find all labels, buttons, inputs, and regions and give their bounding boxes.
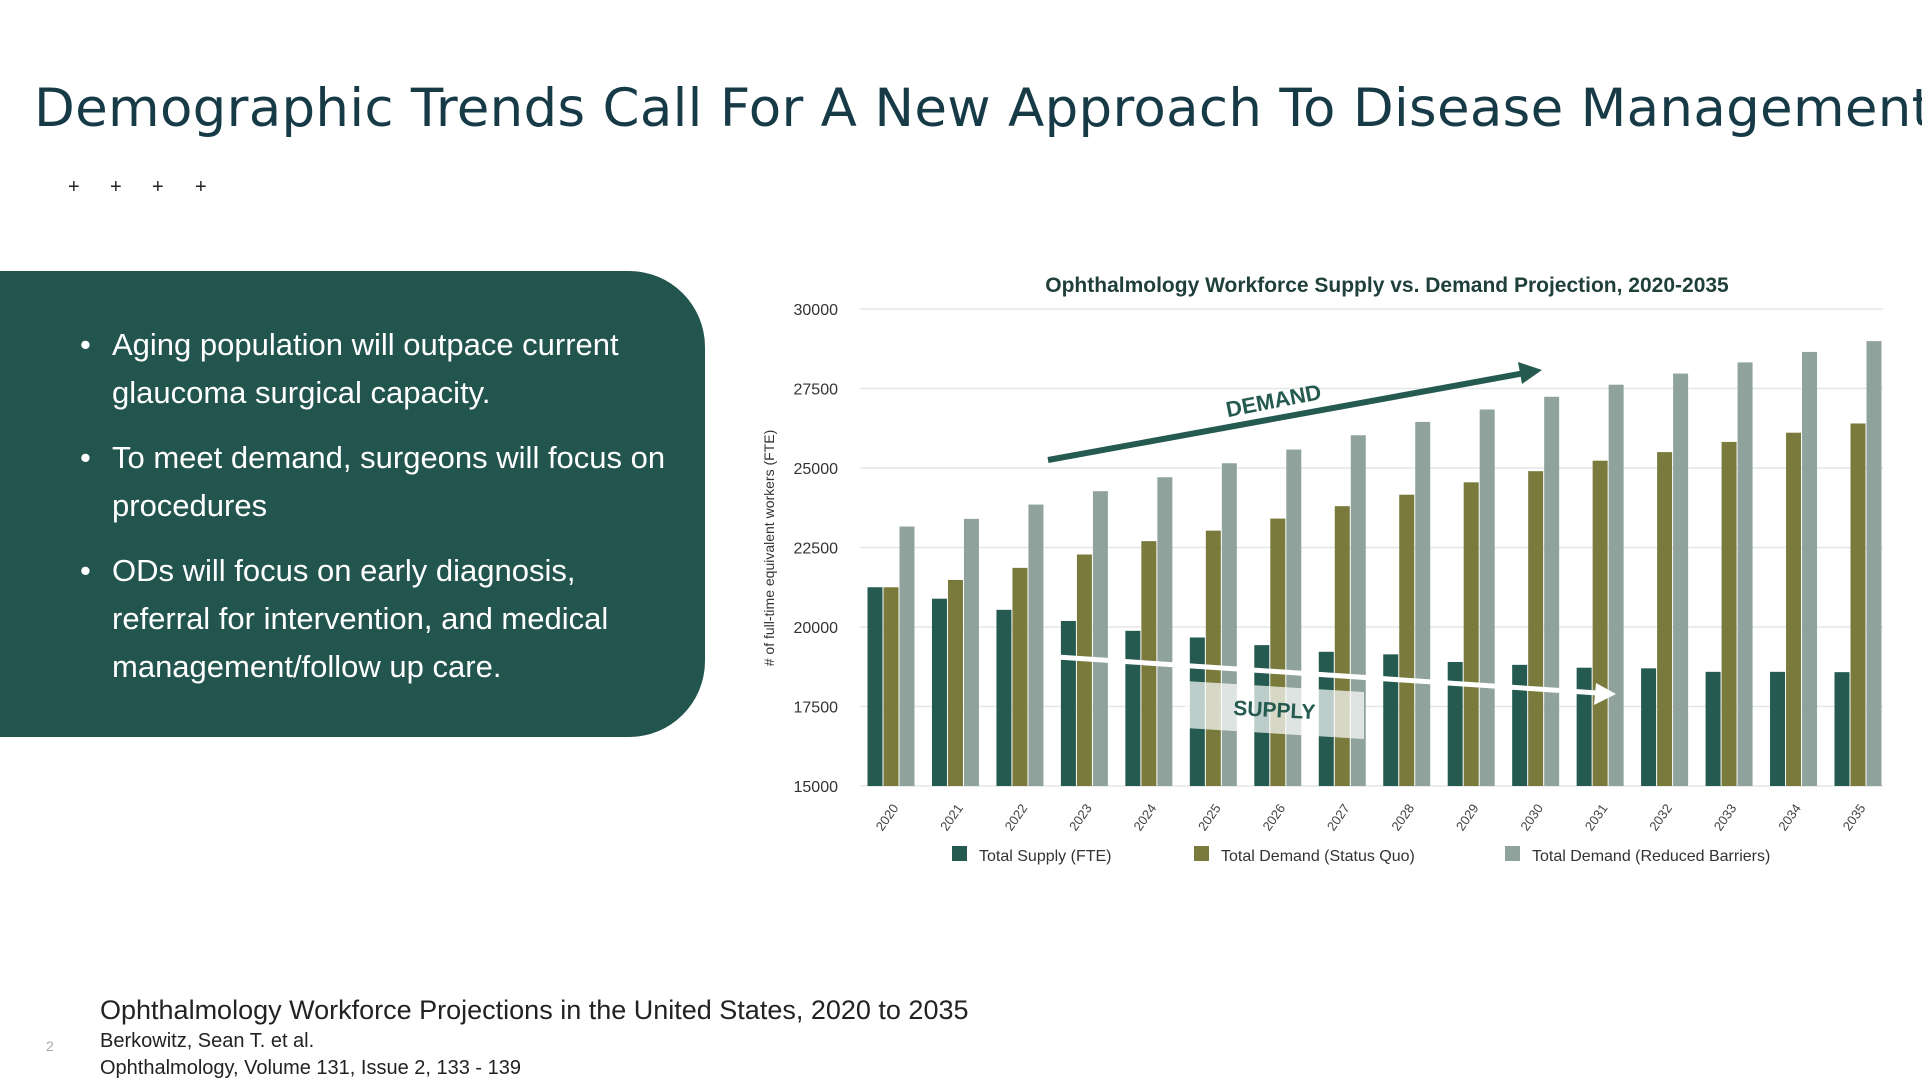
legend-swatch	[1505, 846, 1520, 861]
bar-2025-series-1	[1205, 530, 1221, 786]
x-tick-label: 2024	[1130, 801, 1159, 833]
bar-2035-series-1	[1850, 423, 1866, 786]
legend-label: Total Demand (Reduced Barriers)	[1532, 848, 1770, 865]
bullet-item: • To meet demand, surgeons will focus on …	[80, 434, 680, 530]
bar-2031-series-1	[1592, 460, 1608, 786]
y-tick-label: 17500	[794, 700, 839, 717]
x-tick-label: 2021	[937, 801, 966, 833]
bar-2035-series-2	[1866, 341, 1882, 786]
y-tick-label: 30000	[794, 302, 839, 319]
bar-2022-series-2	[1028, 504, 1044, 786]
bar-2020-series-1	[883, 587, 899, 786]
legend-swatch	[952, 846, 967, 861]
bar-2028-series-0	[1383, 654, 1399, 786]
star-icon: +	[68, 176, 80, 198]
bar-2030-series-0	[1512, 664, 1528, 786]
bar-2032-series-0	[1641, 668, 1657, 786]
y-tick-label: 27500	[794, 382, 839, 399]
bullet-text: Aging population will outpace current gl…	[112, 327, 619, 410]
x-tick-label: 2022	[1002, 801, 1031, 833]
bar-2034-series-1	[1786, 432, 1802, 786]
bar-2023-series-1	[1076, 554, 1092, 786]
bar-2020-series-0	[867, 587, 883, 786]
page-number: 2	[46, 1038, 54, 1054]
x-tick-label: 2026	[1259, 801, 1288, 833]
bar-2026-series-1	[1270, 518, 1286, 786]
bar-2025-series-2	[1221, 463, 1237, 786]
bar-2034-series-0	[1770, 671, 1786, 786]
bar-2020-series-2	[899, 526, 915, 786]
y-tick-label: 15000	[794, 779, 839, 796]
bar-2021-series-2	[963, 518, 979, 786]
bar-2023-series-0	[1060, 620, 1076, 786]
bar-2033-series-1	[1721, 441, 1737, 786]
bar-2031-series-0	[1576, 667, 1592, 786]
bullet-icon: •	[80, 553, 91, 588]
bar-2022-series-1	[1012, 567, 1028, 786]
bar-2022-series-0	[996, 609, 1012, 786]
x-tick-label: 2027	[1324, 801, 1353, 833]
legend-label: Total Demand (Status Quo)	[1221, 848, 1415, 865]
bar-2029-series-2	[1479, 409, 1495, 786]
bar-2034-series-2	[1802, 351, 1818, 786]
bullet-icon: •	[80, 327, 91, 362]
y-tick-label: 22500	[794, 541, 839, 558]
bullet-text: To meet demand, surgeons will focus on p…	[112, 440, 666, 523]
supply-annotation: SUPPLY	[1233, 697, 1316, 724]
bar-2024-series-2	[1157, 477, 1173, 786]
bullet-icon: •	[80, 440, 91, 475]
bar-2032-series-2	[1673, 373, 1689, 786]
citation-title: Ophthalmology Workforce Projections in t…	[100, 995, 969, 1025]
x-tick-label: 2029	[1453, 801, 1482, 833]
workforce-chart: Ophthalmology Workforce Supply vs. Deman…	[761, 274, 1883, 865]
bar-2026-series-2	[1286, 449, 1302, 786]
demand-arrow: DEMAND	[1047, 362, 1542, 463]
bar-2033-series-2	[1737, 362, 1753, 786]
star-icon: +	[195, 176, 207, 198]
chart-title: Ophthalmology Workforce Supply vs. Deman…	[1045, 274, 1729, 297]
star-icon: +	[110, 176, 122, 198]
bullet-item: • Aging population will outpace current g…	[80, 321, 680, 417]
y-tick-label: 25000	[794, 461, 839, 478]
x-tick-label: 2025	[1195, 801, 1224, 833]
x-tick-label: 2023	[1066, 801, 1095, 833]
x-tick-label: 2030	[1517, 801, 1546, 833]
bar-2035-series-0	[1834, 672, 1850, 786]
bullet-text: ODs will focus on early diagnosis, refer…	[112, 553, 609, 684]
bullet-item: • ODs will focus on early diagnosis, refe…	[80, 547, 680, 691]
bar-2032-series-1	[1657, 452, 1673, 786]
bullet-panel: • Aging population will outpace current g…	[0, 271, 705, 737]
bar-2031-series-2	[1608, 384, 1624, 786]
bar-2021-series-1	[947, 579, 963, 786]
bar-2028-series-1	[1399, 494, 1415, 786]
x-tick-label: 2028	[1388, 801, 1417, 833]
bar-2023-series-2	[1092, 491, 1108, 786]
supply-arrow: SUPPLY	[1056, 654, 1616, 739]
y-axis-label: # of full-time equivalent workers (FTE)	[761, 430, 777, 667]
bar-2033-series-0	[1705, 671, 1721, 786]
citation-journal: Ophthalmology, Volume 131, Issue 2, 133 …	[100, 1057, 522, 1079]
x-tick-label: 2034	[1775, 801, 1804, 833]
legend-swatch	[1194, 846, 1209, 861]
slide-title: Demographic Trends Call For A New Approa…	[34, 78, 1922, 139]
star-icon: +	[152, 176, 164, 198]
bar-2030-series-2	[1544, 396, 1560, 786]
x-tick-label: 2032	[1646, 801, 1675, 833]
x-tick-label: 2033	[1711, 801, 1740, 833]
bar-2029-series-1	[1463, 482, 1479, 786]
x-tick-label: 2020	[873, 801, 902, 833]
demand-annotation: DEMAND	[1224, 379, 1324, 422]
bar-2028-series-2	[1415, 421, 1431, 786]
x-tick-label: 2031	[1582, 801, 1611, 833]
citation-authors: Berkowitz, Sean T. et al.	[100, 1030, 315, 1052]
bar-2024-series-0	[1125, 630, 1141, 786]
legend-label: Total Supply (FTE)	[979, 848, 1111, 865]
x-tick-label: 2035	[1840, 801, 1869, 833]
bar-2021-series-0	[931, 598, 947, 786]
y-tick-label: 20000	[794, 620, 839, 637]
bar-2030-series-1	[1528, 471, 1544, 786]
bullet-list: • Aging population will outpace current g…	[80, 321, 680, 708]
bar-2027-series-1	[1334, 506, 1350, 786]
bar-2029-series-0	[1447, 661, 1463, 786]
